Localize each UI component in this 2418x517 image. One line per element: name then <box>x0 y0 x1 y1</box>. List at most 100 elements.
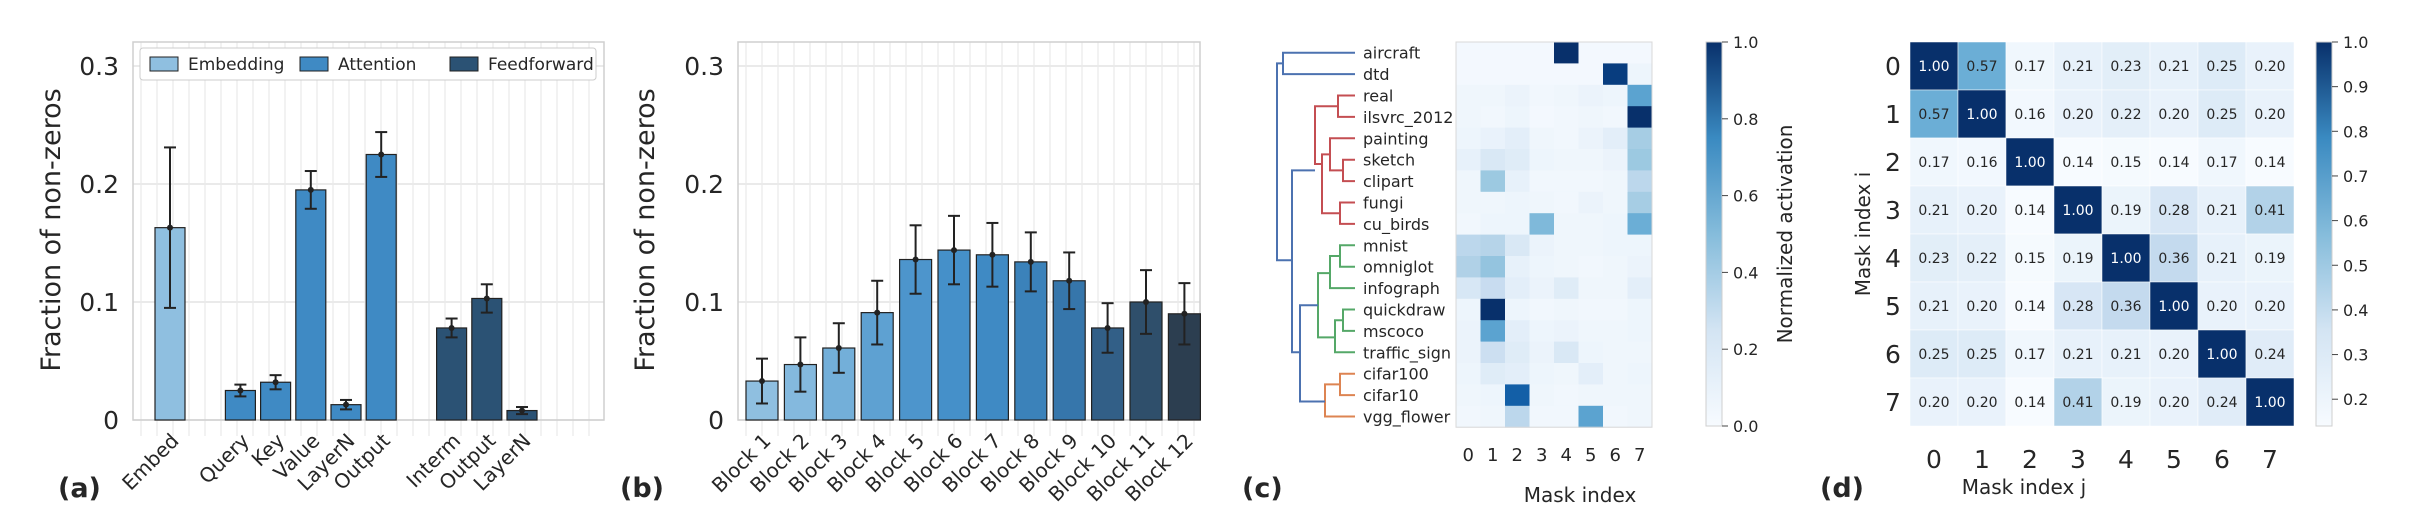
panel-c-cell <box>1505 234 1530 257</box>
panel-c-cell <box>1627 277 1653 300</box>
panel-c-cell <box>1505 191 1530 214</box>
panel-c-dendrogram-link <box>1321 153 1340 215</box>
panel-c-cell <box>1603 170 1628 193</box>
panel-d-cell-label: 0.20 <box>1966 299 1997 315</box>
panel-c-cell <box>1554 341 1579 364</box>
panel-d-cell <box>2197 233 2247 283</box>
panel-d-ytick-label: 4 <box>1885 244 1901 273</box>
panel-c-cell <box>1529 191 1555 214</box>
panel-d-xlabel: Mask index j <box>1962 475 2087 499</box>
panel-c-cell <box>1456 191 1481 214</box>
panel-c-row-label: painting <box>1363 129 1429 148</box>
panel-c-cell <box>1505 298 1530 321</box>
panel-c-cell <box>1505 341 1530 364</box>
panel-c-cell <box>1529 405 1555 428</box>
panel-d-cell <box>2005 377 2055 427</box>
panel-c-cell <box>1456 234 1481 257</box>
panel-d-cell <box>2053 137 2103 187</box>
panel-d-cell-label: 0.21 <box>2062 347 2093 363</box>
panel-c-cell <box>1529 127 1555 150</box>
panel-c-cell <box>1603 213 1628 236</box>
panel-d-cell-label: 0.24 <box>2206 395 2237 411</box>
panel-a-ytick-label: 0.1 <box>79 288 119 317</box>
panel-c-dendrogram-link <box>1324 383 1355 418</box>
panel-c-cell <box>1578 127 1604 150</box>
panel-d-cell-label: 0.23 <box>1918 251 1949 267</box>
panel-c-cell <box>1603 84 1628 107</box>
panel-c-cell <box>1627 106 1653 129</box>
panel-c-cell <box>1529 106 1555 129</box>
panel-c-cell <box>1480 213 1506 236</box>
panel-d-cell <box>2101 281 2151 331</box>
panel-c-xtick-label: 1 <box>1487 445 1498 466</box>
panel-d-cell-label: 0.15 <box>2014 251 2045 267</box>
panel-c-row-label: mnist <box>1363 236 1408 255</box>
panel-c-cell <box>1578 170 1604 193</box>
panel-c-cell <box>1578 256 1604 278</box>
panel-c-cell <box>1456 298 1481 321</box>
panel-c-colorbar-tick-label: 0.0 <box>1733 417 1758 436</box>
panel-d-cell <box>1909 377 1959 427</box>
panel-d-cell-label: 0.25 <box>2206 107 2237 123</box>
panel-c-xtick-label: 2 <box>1512 445 1523 466</box>
panel-d-cell <box>2053 185 2103 235</box>
panel-a-grid <box>133 42 604 436</box>
panel-d-cell <box>2053 233 2103 283</box>
panel-d-colorbar-ticks: 0.2 0.3 0.4 0.5 0.6 0.7 0.8 0.9 1.0 <box>2332 33 2368 409</box>
panel-d-colorbar-tick-label: 0.7 <box>2343 167 2368 186</box>
panel-d-yticks: 0 1 2 3 4 5 6 7 <box>1885 52 1901 417</box>
panel-a-bar <box>436 327 468 421</box>
panel-d-cell <box>2005 329 2055 379</box>
panel-c-cell <box>1578 277 1604 300</box>
panel-b-mean-dot <box>989 251 996 258</box>
panel-b-label: (b) <box>620 473 664 504</box>
panel-a-mean-dot <box>483 295 490 302</box>
panel-d-xtick-label: 6 <box>2214 445 2230 474</box>
panel-d-cell <box>1909 137 1959 187</box>
panel-c-cell <box>1554 384 1579 407</box>
panel-d-cell <box>2101 137 2151 187</box>
panel-d-cell <box>2245 233 2295 283</box>
panel-d-cell <box>2245 185 2295 235</box>
panel-d-cell-label: 0.14 <box>2014 395 2045 411</box>
panel-d-ylabel: Mask index i <box>1851 172 1875 297</box>
panel-c-cell <box>1505 213 1530 236</box>
panel-d-cell <box>1957 89 2007 139</box>
panel-c-colorbar-label: Normalized activation <box>1773 125 1797 344</box>
panel-d-ytick-label: 3 <box>1885 196 1901 225</box>
panel-d-cell-label: 0.21 <box>2110 347 2141 363</box>
panel-d-cell-label: 0.21 <box>2206 251 2237 267</box>
panel-d-cell-label: 0.20 <box>2206 299 2237 315</box>
panel-a: Embedding Attention Feedforward 0 0.1 0.2 0.3… <box>36 41 605 504</box>
panel-c-cell <box>1554 63 1579 86</box>
panel-c-row-label: cifar100 <box>1363 365 1429 384</box>
panel-c-cell <box>1456 405 1481 428</box>
panel-d-colorbar-tick-label: 0.4 <box>2343 301 2368 320</box>
panel-c-dendrogram-link <box>1291 169 1315 354</box>
panel-d-cell <box>2101 89 2151 139</box>
panel-d-cell-label: 0.25 <box>2206 59 2237 75</box>
panel-d-heatmap: 1.00 0.57 0.17 0.21 0.23 0.21 0.25 0.20 0.57 1.00… <box>1909 41 2295 427</box>
panel-d-cell <box>2053 89 2103 139</box>
panel-d-colorbar-tick-label: 0.5 <box>2343 256 2368 275</box>
panel-c-cell <box>1529 384 1555 407</box>
panel-c-cell <box>1554 106 1579 129</box>
panel-c-cell <box>1578 42 1604 64</box>
panel-d-cell-label: 0.14 <box>2014 203 2045 219</box>
panel-c-cell <box>1554 256 1579 278</box>
panel-d-cell-label: 0.25 <box>1918 347 1949 363</box>
panel-d-cell <box>2245 89 2295 139</box>
panel-c-cell <box>1627 341 1653 364</box>
panel-a-mean-dot <box>307 186 314 193</box>
panel-a-xtick-label: Embed <box>117 429 183 495</box>
panel-c-cell <box>1529 42 1555 64</box>
panel-d-cell-label: 0.28 <box>2062 299 2093 315</box>
panel-c-cell <box>1505 320 1530 343</box>
panel-d-cell-label: 0.16 <box>1966 155 1997 171</box>
panel-c-dendrogram-link <box>1337 94 1355 118</box>
panel-c-cell <box>1603 149 1628 171</box>
panel-c-cell <box>1480 384 1506 407</box>
panel-c-cell <box>1456 149 1481 171</box>
panel-d-cell-label: 0.14 <box>2014 299 2045 315</box>
panel-c-cell <box>1480 42 1506 64</box>
